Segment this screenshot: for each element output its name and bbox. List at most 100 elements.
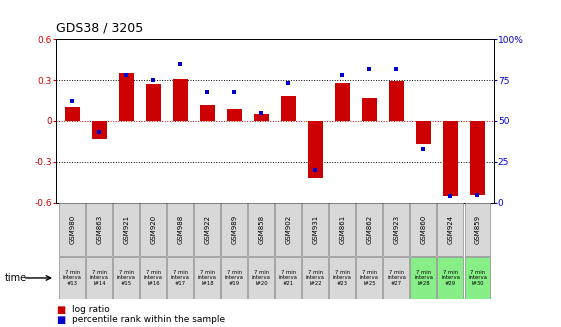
Bar (227, 109, 242, 121)
Text: GSM863: GSM863 (96, 215, 102, 244)
Text: 7 min
interva
l#22: 7 min interva l#22 (306, 270, 325, 286)
Bar (146, 84, 161, 121)
Bar (281, 96, 296, 121)
Bar (59, 257, 85, 299)
Bar (173, 79, 188, 121)
Bar (416, 121, 431, 144)
Text: GSM860: GSM860 (420, 215, 426, 244)
Bar (195, 257, 220, 299)
Bar (249, 257, 274, 299)
Text: GSM902: GSM902 (286, 215, 291, 244)
Point (122, 73, 131, 78)
Text: 7 min
interva
#13: 7 min interva #13 (63, 270, 82, 286)
Point (419, 146, 428, 151)
Bar (465, 203, 490, 256)
Text: GDS38 / 3205: GDS38 / 3205 (56, 21, 144, 34)
Point (257, 110, 266, 115)
Bar (275, 257, 301, 299)
Bar (329, 203, 355, 256)
Text: ■: ■ (56, 305, 65, 315)
Text: GSM862: GSM862 (366, 215, 373, 244)
Point (311, 167, 320, 173)
Text: 7 min
interva
#17: 7 min interva #17 (171, 270, 190, 286)
Bar (302, 257, 328, 299)
Text: 7 min
interva
#15: 7 min interva #15 (117, 270, 136, 286)
Text: 7 min
interva
l#16: 7 min interva l#16 (144, 270, 163, 286)
Bar (222, 257, 247, 299)
Text: percentile rank within the sample: percentile rank within the sample (72, 315, 225, 324)
Bar (167, 203, 194, 256)
Bar (167, 257, 194, 299)
Bar (356, 257, 383, 299)
Bar (384, 203, 410, 256)
Text: GSM989: GSM989 (231, 215, 237, 244)
Text: 7 min
interva
#19: 7 min interva #19 (225, 270, 244, 286)
Bar (465, 257, 490, 299)
Point (95, 130, 104, 135)
Bar (438, 203, 463, 256)
Text: GSM920: GSM920 (150, 215, 157, 244)
Bar (356, 203, 383, 256)
Text: GSM980: GSM980 (70, 215, 75, 244)
Text: GSM861: GSM861 (339, 215, 346, 244)
Bar (308, 121, 323, 178)
Point (149, 77, 158, 83)
Bar (275, 203, 301, 256)
Text: GSM988: GSM988 (177, 215, 183, 244)
Bar (113, 257, 139, 299)
Bar (249, 203, 274, 256)
Text: log ratio: log ratio (72, 305, 109, 315)
Text: GSM931: GSM931 (312, 215, 319, 244)
Bar (411, 203, 436, 256)
Point (338, 73, 347, 78)
Bar (389, 81, 404, 121)
Point (176, 61, 185, 66)
Text: 7 min
interva
l#25: 7 min interva l#25 (360, 270, 379, 286)
Text: 7 min
interva
l#20: 7 min interva l#20 (252, 270, 271, 286)
Point (284, 81, 293, 86)
Point (446, 194, 455, 199)
Point (203, 89, 212, 94)
Bar (335, 83, 350, 121)
Bar (92, 121, 107, 139)
Bar (200, 105, 215, 121)
Bar (384, 257, 410, 299)
Text: time: time (4, 273, 26, 283)
Bar (140, 203, 166, 256)
Text: GSM924: GSM924 (448, 215, 453, 244)
Bar (113, 203, 139, 256)
Bar (86, 257, 112, 299)
Bar (222, 203, 247, 256)
Bar (302, 203, 328, 256)
Bar (254, 114, 269, 121)
Text: GSM922: GSM922 (204, 215, 210, 244)
Text: GSM921: GSM921 (123, 215, 130, 244)
Text: 7 min
interva
l#18: 7 min interva l#18 (198, 270, 217, 286)
Point (392, 66, 401, 71)
Text: ■: ■ (56, 315, 65, 325)
Point (365, 66, 374, 71)
Bar (86, 203, 112, 256)
Bar (438, 257, 463, 299)
Point (230, 89, 239, 94)
Text: 7 min
interva
#21: 7 min interva #21 (279, 270, 298, 286)
Text: 7 min
interva
l#14: 7 min interva l#14 (90, 270, 109, 286)
Text: 7 min
interva
l#30: 7 min interva l#30 (468, 270, 487, 286)
Text: GSM923: GSM923 (393, 215, 399, 244)
Bar (470, 121, 485, 195)
Point (473, 192, 482, 197)
Bar (329, 257, 355, 299)
Text: 7 min
interva
#29: 7 min interva #29 (441, 270, 460, 286)
Bar (443, 121, 458, 196)
Bar (119, 73, 134, 121)
Bar (362, 98, 377, 121)
Bar (140, 257, 166, 299)
Text: 7 min
interva
#23: 7 min interva #23 (333, 270, 352, 286)
Point (68, 99, 77, 104)
Bar (195, 203, 220, 256)
Text: 7 min
interva
l#28: 7 min interva l#28 (414, 270, 433, 286)
Text: GSM859: GSM859 (475, 215, 480, 244)
Text: 7 min
interva
#27: 7 min interva #27 (387, 270, 406, 286)
Bar (411, 257, 436, 299)
Bar (65, 107, 80, 121)
